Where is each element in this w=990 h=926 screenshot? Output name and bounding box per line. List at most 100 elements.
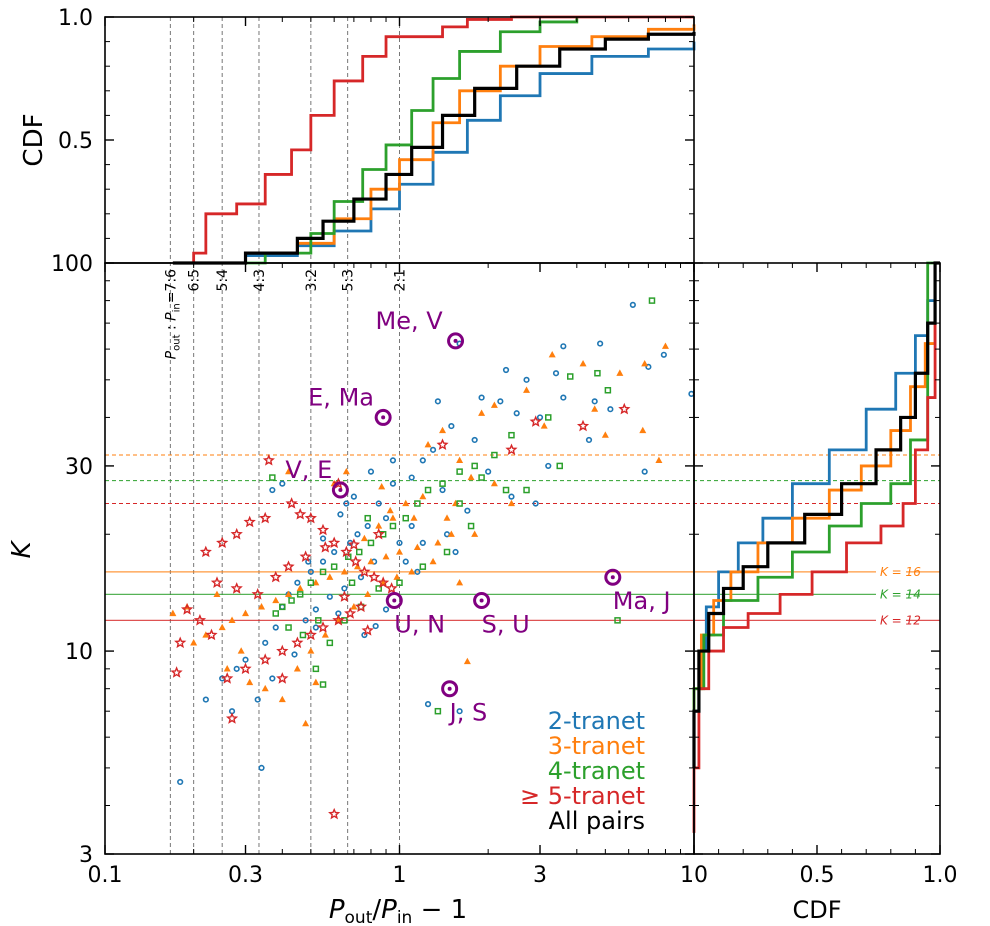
point-2tranet-6 [645,363,652,370]
top-y-axis-label: CDF [19,113,49,166]
cdf-x-tick-label-0: 0.5 [800,863,835,888]
point-5tranet-37 [170,666,183,678]
point-3tranet-13 [655,456,663,463]
point-4tranet-43 [502,486,510,494]
cdf-y-tick-label-1: 1.0 [58,6,93,31]
point-3tranet-68 [285,467,293,475]
point-3tranet-53 [307,647,315,654]
point-2tranet-25 [439,486,446,494]
point-2tranet-50 [302,617,309,624]
point-5tranet-29 [276,644,289,657]
point-2tranet-38 [294,579,301,586]
point-2tranet-53 [242,656,249,663]
point-4tranet-42 [456,500,463,507]
cdf-right-5tranet [692,261,940,833]
point-4tranet-11 [424,486,432,494]
point-3tranet-59 [393,573,401,580]
solar-pair-dot-3 [392,598,397,603]
point-5tranet-2 [529,415,542,427]
point-3tranet-18 [507,499,515,507]
point-5tranet-19 [358,565,371,578]
point-2tranet-58 [254,696,261,703]
point-2tranet-30 [464,507,471,514]
point-2tranet-15 [545,462,552,470]
point-3tranet-48 [237,647,245,654]
point-2tranet-0 [629,301,636,308]
scatter-points [169,297,695,820]
point-5tranet-44 [319,541,332,553]
point-2tranet-8 [552,370,560,377]
point-3tranet-61 [429,557,437,565]
point-2tranet-71 [367,468,375,475]
point-5tranet-10 [216,536,229,549]
point-5tranet-14 [304,511,317,524]
point-3tranet-43 [190,639,198,646]
point-4tranet-36 [443,548,451,556]
cdf-y-tick-label-0: 0.5 [58,129,93,154]
point-5tranet-50 [338,590,351,602]
point-2tranet-42 [396,539,403,547]
point-2tranet-61 [258,764,265,772]
point-4tranet-22 [307,579,315,586]
point-5tranet-3 [505,443,518,456]
point-3tranet-20 [419,492,427,500]
legend-entry-1: 3-tranet [548,732,645,760]
point-2tranet-17 [641,468,648,475]
point-3tranet-10 [591,405,599,412]
point-5tranet-1 [576,419,590,432]
point-3tranet-38 [258,603,266,610]
point-2tranet-62 [291,651,298,658]
point-2tranet-66 [456,708,463,715]
solar-pair-ring-2 [331,481,349,499]
point-2tranet-49 [312,606,319,613]
point-4tranet-8 [471,462,478,470]
point-3tranet-16 [467,473,475,481]
point-2tranet-54 [233,665,240,672]
y-axis-label: K [7,540,37,559]
point-3tranet-3 [579,359,587,367]
point-2tranet-44 [414,568,421,575]
point-2tranet-78 [419,539,426,547]
solar-pair-dot-0 [453,338,458,343]
point-5tranet-26 [316,621,330,633]
cdf-top-4tranet [193,17,579,265]
point-2tranet-65 [424,701,432,708]
solar-pair-ring-0 [447,332,465,350]
point-5tranet-17 [340,545,353,558]
x-tick-label-3: 3 [533,863,547,888]
point-2tranet-47 [341,585,348,592]
point-4tranet-0 [648,297,656,304]
point-4tranet-35 [419,563,427,570]
x-axis-label: Pout/Pin − 1 [329,895,467,926]
point-3tranet-39 [242,609,250,617]
point-2tranet-4 [660,351,667,358]
point-2tranet-12 [560,394,567,401]
point-3tranet-46 [213,590,221,597]
point-2tranet-63 [312,624,319,631]
reference-lines [105,17,940,854]
point-4tranet-21 [319,568,327,576]
y-tick-label-1: 10 [65,640,93,665]
point-5tranet-47 [328,807,341,820]
point-5tranet-39 [230,582,243,594]
point-4tranet-2 [594,369,601,377]
point-5tranet-34 [193,613,207,626]
point-2tranet-1 [597,340,604,347]
point-4tranet-44 [434,707,442,715]
point-3tranet-29 [382,552,390,560]
point-2tranet-70 [350,493,357,500]
point-3tranet-32 [340,568,348,575]
point-2tranet-77 [408,522,415,530]
y-tick-label-2: 30 [65,455,93,480]
solar-pair-ring-1 [374,408,392,426]
cdf-right-Allpairs [692,261,940,768]
point-2tranet-7 [607,406,614,413]
solar-pair-label-0: Me, V [376,307,444,335]
point-2tranet-19 [478,394,485,401]
point-5tranet-16 [328,536,341,549]
solar-pair-dot-5 [610,575,615,580]
cdf-right-3tranet [692,261,940,738]
x-tick-label-2: 1 [393,863,407,888]
point-4tranet-38 [319,681,327,688]
